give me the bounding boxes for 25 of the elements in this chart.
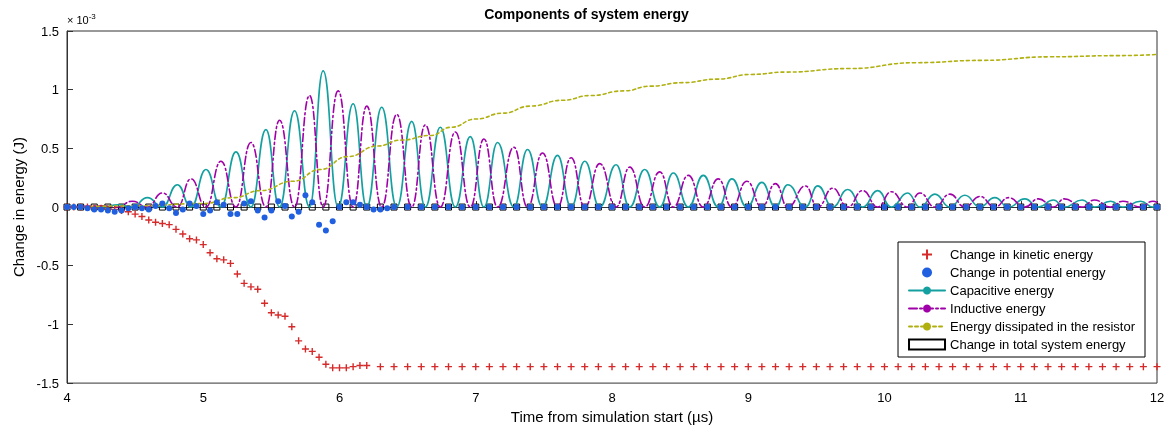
- y-tick-label: 1.5: [40, 23, 59, 39]
- x-tick-label: 7: [472, 390, 480, 406]
- legend-label: Change in total system energy: [950, 337, 1127, 352]
- x-tick-label: 5: [199, 390, 207, 406]
- legend-label: Energy dissipated in the resistor: [950, 319, 1136, 334]
- x-tick-label: 8: [608, 390, 616, 406]
- y-tick-label: -1: [47, 316, 59, 332]
- y-tick-label: -1.5: [36, 375, 59, 391]
- legend-label: Change in kinetic energy: [950, 247, 1094, 262]
- y-tick-label: 0: [51, 199, 59, 215]
- x-tick-label: 11: [1014, 390, 1028, 406]
- x-tick-label: 9: [744, 390, 752, 406]
- y-axis-title: Change in energy (J): [9, 137, 27, 278]
- x-tick-label: 4: [63, 390, 71, 406]
- legend-label: Change in potential energy: [950, 265, 1106, 280]
- x-tick-label: 10: [877, 390, 892, 406]
- y-tick-label: -0.5: [36, 258, 59, 274]
- x-tick-label: 6: [335, 390, 344, 406]
- x-tick-label: 12: [1149, 390, 1165, 406]
- y-tick-label: 1: [51, 82, 59, 98]
- legend-label: Capacitive energy: [950, 283, 1055, 298]
- y-tick-label: 0.5: [40, 140, 59, 156]
- legend-label: Inductive energy: [950, 301, 1046, 316]
- x-axis-title: Time from simulation start (µs): [510, 408, 714, 425]
- chart-title: Components of system energy: [484, 6, 690, 22]
